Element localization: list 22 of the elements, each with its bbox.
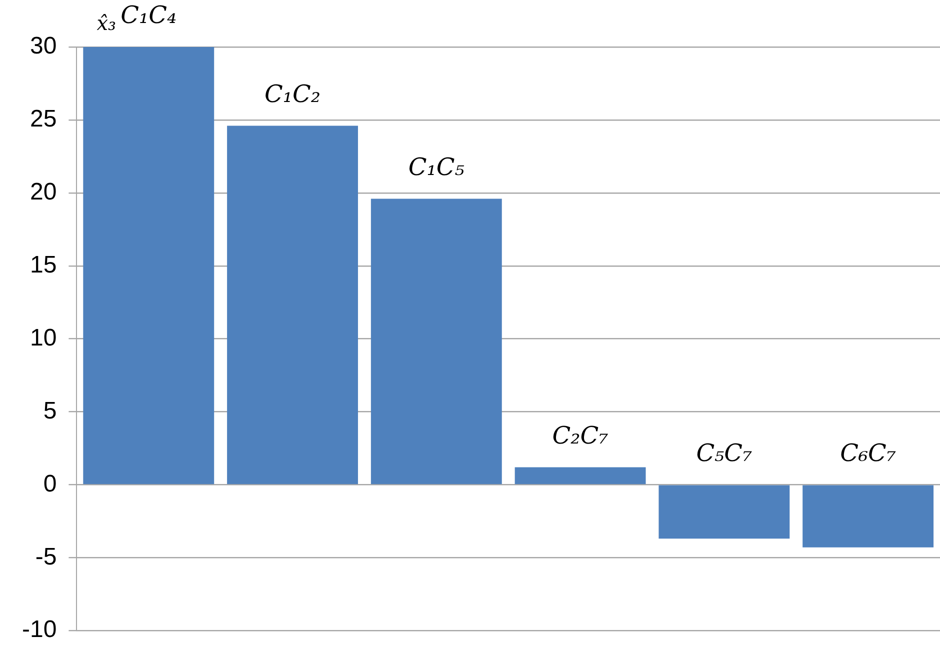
y-tick-label: 30 xyxy=(30,32,57,60)
bar xyxy=(514,467,646,484)
y-tick-label: -10 xyxy=(22,616,57,644)
bar xyxy=(802,485,934,548)
y-tick-label: 25 xyxy=(30,106,57,133)
x-tick-label: C₁C₄ xyxy=(120,1,177,30)
y-tick-label: 20 xyxy=(30,178,57,206)
y-tick-label: 15 xyxy=(30,251,57,278)
x-tick-label: C₁C₅ xyxy=(408,152,465,181)
y-tick-label: 5 xyxy=(43,397,57,424)
bar xyxy=(658,485,790,539)
x-tick-label: C₁C₂ xyxy=(264,80,320,108)
bar xyxy=(370,198,502,484)
x-tick-label: C₂C₇ xyxy=(552,421,609,450)
y-tick-label: -5 xyxy=(35,543,57,570)
y-axis-title: x̂₃ xyxy=(96,11,116,36)
x-tick-label: C₆C₇ xyxy=(840,438,896,467)
bar xyxy=(227,126,358,484)
bar xyxy=(83,47,214,484)
y-tick-label: 0 xyxy=(43,470,57,498)
y-tick-label: 10 xyxy=(30,324,57,352)
x-tick-label: C₅C₇ xyxy=(696,438,753,467)
